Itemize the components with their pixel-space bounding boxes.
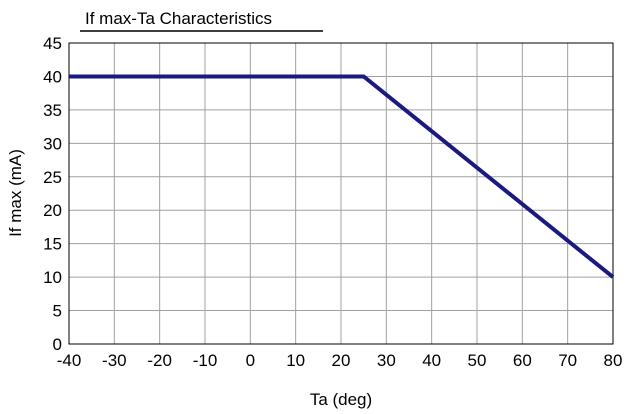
- x-tick-label: -10: [193, 351, 218, 370]
- chart-title: If max-Ta Characteristics: [85, 9, 272, 28]
- plot-frame: [68, 42, 614, 345]
- x-tick-label: 10: [286, 351, 305, 370]
- x-tick-label: 70: [558, 351, 577, 370]
- x-tick-label: 20: [332, 351, 351, 370]
- x-tick-label: -40: [57, 351, 82, 370]
- y-tick-label: 20: [43, 201, 62, 220]
- x-tick-label: -20: [147, 351, 172, 370]
- y-tick-label: 15: [43, 235, 62, 254]
- x-axis-label: Ta (deg): [310, 390, 372, 409]
- y-tick-label: 45: [43, 34, 62, 53]
- x-tick-label: 50: [468, 351, 487, 370]
- x-tick-label: 80: [604, 351, 623, 370]
- grid: [68, 42, 614, 345]
- x-tick-label: 60: [513, 351, 532, 370]
- y-tick-label: 40: [43, 67, 62, 86]
- y-tick-label: 5: [53, 302, 62, 321]
- y-tick-label: 25: [43, 168, 62, 187]
- y-tick-labels: 0 5 10 15 20 25 30 35 40 45: [43, 34, 62, 354]
- series-layer: [69, 74, 615, 279]
- series-line: [69, 74, 615, 279]
- y-tick-label: 30: [43, 134, 62, 153]
- x-tick-label: 0: [246, 351, 255, 370]
- y-tick-label: 10: [43, 268, 62, 287]
- x-tick-label: 30: [377, 351, 396, 370]
- y-tick-label: 35: [43, 101, 62, 120]
- y-tick-label: 0: [53, 335, 62, 354]
- y-axis-label: If max (mA): [6, 149, 25, 237]
- x-tick-label: -30: [102, 351, 127, 370]
- x-tick-label: 40: [422, 351, 441, 370]
- x-tick-labels: -40 -30 -20 -10 0 10 20 30 40 50 60 70 80: [57, 351, 623, 370]
